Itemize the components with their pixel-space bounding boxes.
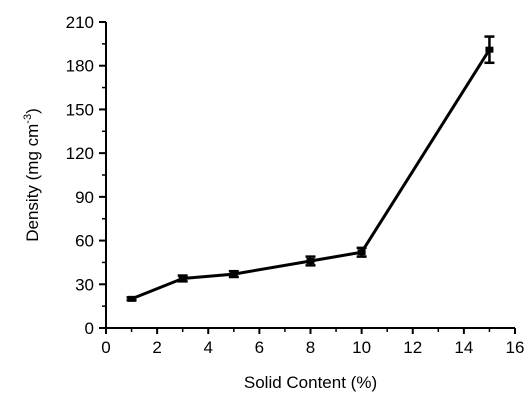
data-point (229, 271, 238, 278)
plot-frame (105, 22, 515, 329)
y-tick-label: 120 (66, 144, 94, 163)
x-tick-label: 0 (101, 338, 110, 357)
data-point (178, 275, 187, 282)
y-axis-title-main: Density (mg cm (23, 124, 42, 242)
x-tick-label: 6 (255, 338, 264, 357)
y-tick-label: 180 (66, 57, 94, 76)
data-point (306, 257, 315, 264)
data-point (485, 46, 494, 53)
y-tick-label: 0 (85, 319, 94, 338)
data-point (357, 249, 366, 256)
x-tick-label: 2 (152, 338, 161, 357)
data-point (127, 295, 136, 302)
x-tick-label: 8 (306, 338, 315, 357)
y-tick-label: 150 (66, 100, 94, 119)
y-tick-label: 90 (75, 188, 94, 207)
x-tick-label: 12 (403, 338, 422, 357)
y-tick-label: 210 (66, 13, 94, 32)
x-axis-title: Solid Content (%) (244, 373, 377, 392)
y-axis-title-close: ) (23, 108, 42, 114)
x-tick-label: 16 (506, 338, 525, 357)
y-axis-title-exponent: -3 (22, 114, 34, 124)
y-tick-label: 30 (75, 275, 94, 294)
y-tick-label: 60 (75, 232, 94, 251)
x-tick-label: 4 (204, 338, 213, 357)
x-tick-label: 10 (352, 338, 371, 357)
x-tick-label: 14 (454, 338, 473, 357)
y-axis-ticks: 0 30 60 90 120 150 180 210 (66, 13, 106, 338)
data-series (126, 35, 495, 302)
x-axis-ticks: 0 2 4 6 8 10 12 14 16 (101, 328, 524, 357)
y-axis-title: Density (mg cm-3) (22, 108, 42, 242)
series-line (131, 48, 491, 301)
